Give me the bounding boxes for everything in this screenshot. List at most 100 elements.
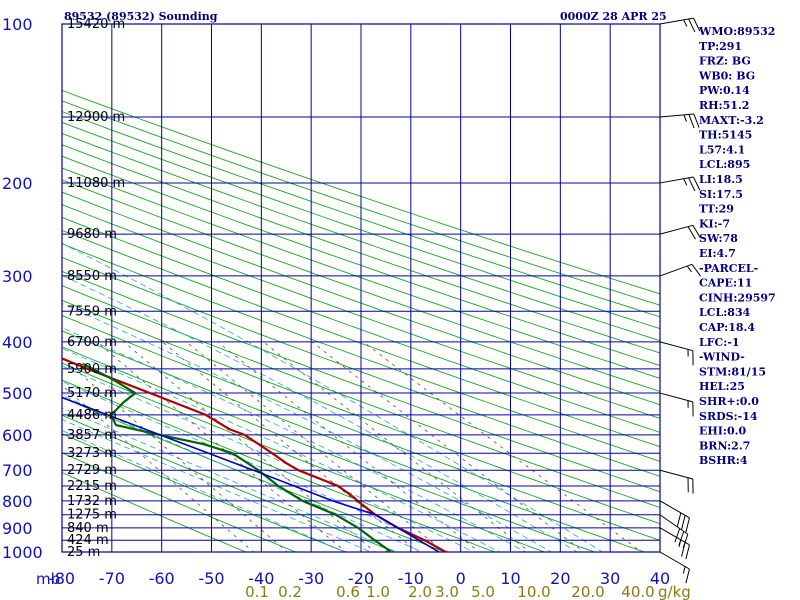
wind-barb [659, 113, 700, 129]
dry-adiabat [62, 144, 660, 354]
x-tick-label: -20 [348, 569, 374, 588]
stability-index: CAPE:11 [699, 277, 752, 290]
wind-barb-flag [674, 528, 681, 543]
mixing-ratio-line [123, 341, 376, 552]
stability-index: LI:18.5 [699, 173, 743, 186]
y-tick-label: 600 [2, 426, 33, 445]
mixing-ratio-label: 0.6 [336, 583, 360, 600]
wind-barb-staff [659, 500, 690, 519]
wind-barb-flag [692, 225, 701, 239]
y-tick-label: 700 [2, 461, 33, 480]
y-tick-label: 300 [2, 267, 33, 286]
wind-barb [659, 17, 701, 33]
stability-index: CINH:29597 [699, 291, 776, 304]
mixing-ratio-label: 10.0 [517, 583, 550, 600]
dry-adiabat [62, 285, 660, 508]
obs-time: 0000Z 28 APR 25 [560, 10, 667, 23]
wind-barb-staff [659, 469, 693, 480]
height-label: 5900 m [67, 362, 117, 377]
stability-index: TH:5145 [699, 129, 752, 142]
wind-barb-half-flag [683, 19, 688, 27]
mixing-ratio-label: 0.2 [278, 583, 302, 600]
stability-index: CAP:18.4 [699, 321, 755, 334]
wind-barb [659, 527, 690, 560]
wind-barb-flag [685, 517, 690, 533]
stability-index: -WIND- [699, 351, 745, 364]
parcel-path [62, 396, 441, 552]
stability-index: SI:17.5 [699, 188, 743, 201]
dewpoint-profile [81, 362, 391, 552]
series-layer [62, 357, 452, 552]
height-label: 5170 m [67, 386, 117, 401]
moist-adiabat [62, 419, 372, 552]
stability-index: -PARCEL- [699, 262, 758, 275]
dry-adiabat [62, 256, 660, 477]
y-tick-label: 100 [2, 15, 33, 34]
dry-adiabat [62, 433, 347, 552]
x-tick-label: -60 [149, 569, 175, 588]
wind-barb [659, 392, 694, 417]
stability-index: PW:0.14 [699, 84, 750, 97]
dry-adiabat [62, 346, 596, 552]
mixing-ratio-line [217, 341, 480, 552]
wind-barb-flag [693, 17, 701, 32]
dry-adiabat [62, 155, 660, 366]
wind-barb-half-flag [686, 265, 692, 273]
wind-barb-flag [693, 176, 701, 191]
height-label: 4486 m [67, 408, 117, 423]
stability-index: WB0: BG [698, 69, 755, 82]
mixing-ratio-label: 3.0 [435, 583, 459, 600]
dry-adiabat [62, 100, 660, 306]
stability-index: BRN:2.7 [699, 439, 750, 452]
mixing-ratio-label: 1.0 [366, 583, 390, 600]
height-label: 2729 m [67, 463, 117, 478]
wind-barb-flag [676, 512, 682, 528]
wind-barb-flag [685, 568, 690, 584]
wind-barb-flag [687, 226, 696, 240]
dry-adiabat [62, 191, 660, 406]
wind-barb [659, 224, 701, 240]
plot-area [62, 89, 660, 552]
mixing-ratio-unit: g/kg [658, 583, 691, 600]
x-tick-label: -70 [99, 569, 125, 588]
mixing-ratio-label: 5.0 [471, 583, 495, 600]
height-label: 840 m [67, 521, 109, 536]
wind-barb-flag [688, 114, 695, 129]
moist-adiabat [62, 430, 347, 552]
x-tick-label: 20 [550, 569, 570, 588]
wind-barb-half-flag [678, 539, 682, 548]
stability-index: LCL:895 [699, 158, 750, 171]
mixing-ratio-label: 2.0 [408, 583, 432, 600]
wind-barb-staff [659, 113, 694, 118]
wind-barb-staff [659, 17, 694, 25]
moist-adiabat [62, 365, 475, 552]
wind-barb-staff [659, 176, 694, 184]
dry-adiabat [62, 204, 660, 419]
stability-index: LCL:834 [699, 306, 751, 319]
stability-index: KI:-7 [699, 217, 730, 230]
wind-barb-flag [681, 515, 686, 530]
mixing-ratio-line [162, 341, 419, 552]
y-tick-label: 1000 [2, 543, 43, 562]
height-label: 11080 m [67, 176, 125, 191]
mixing-ratio-label: 20.0 [571, 583, 604, 600]
x-tick-label: 40 [650, 569, 670, 588]
y-tick-label: 900 [2, 519, 33, 538]
wind-barb [659, 341, 694, 366]
dry-adiabat [62, 89, 660, 295]
mixing-ratio-line [311, 341, 585, 552]
wind-barb-flag [688, 177, 696, 192]
mixing-ratio-label: 0.1 [245, 583, 269, 600]
y-tick-label: 400 [2, 333, 33, 352]
dry-adiabat [62, 299, 660, 525]
height-label: 9680 m [67, 227, 117, 242]
x-tick-label: 0 [456, 569, 466, 588]
wind-barb-staff [659, 224, 693, 235]
wind-barb [659, 176, 701, 192]
mixing-ratio-line [62, 357, 288, 552]
mixing-ratio-line [363, 341, 643, 552]
dry-adiabat [62, 330, 646, 552]
wind-barb-flag [691, 263, 701, 277]
